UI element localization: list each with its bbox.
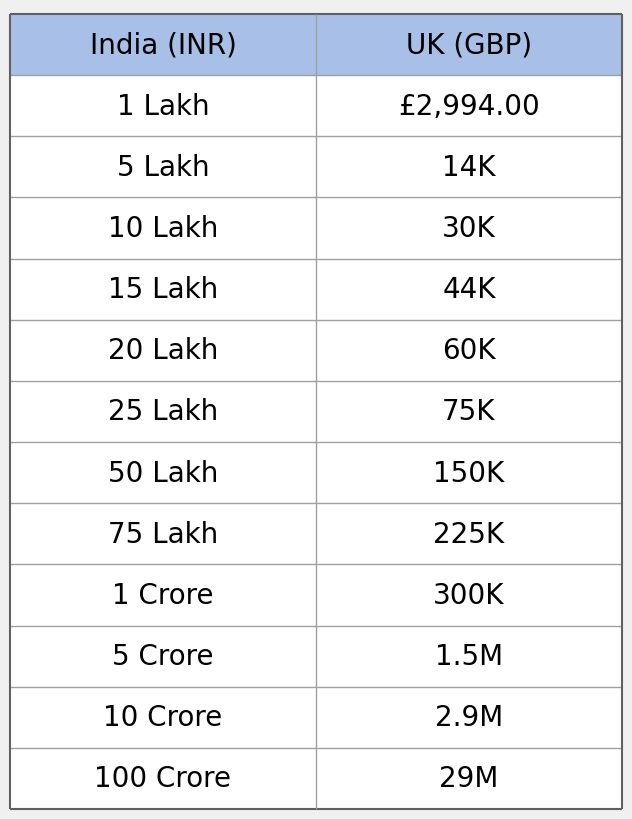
Text: 44K: 44K [442, 276, 495, 304]
Bar [316, 504, 622, 564]
Bar [10, 748, 316, 809]
Text: 1 Lakh: 1 Lakh [117, 93, 209, 120]
Bar [316, 748, 622, 809]
Text: 10 Crore: 10 Crore [104, 704, 222, 731]
Bar [10, 442, 316, 504]
Text: 75 Lakh: 75 Lakh [108, 520, 218, 548]
Bar [10, 137, 316, 198]
Bar [316, 382, 622, 442]
Bar [10, 504, 316, 564]
Bar [316, 198, 622, 260]
Bar [316, 564, 622, 626]
Text: 5 Crore: 5 Crore [112, 642, 214, 670]
Bar [316, 320, 622, 382]
Text: 5 Lakh: 5 Lakh [117, 154, 209, 182]
Text: 50 Lakh: 50 Lakh [108, 459, 218, 487]
Text: 30K: 30K [442, 215, 496, 242]
Bar [316, 687, 622, 748]
Text: 1.5M: 1.5M [435, 642, 503, 670]
Text: 300K: 300K [434, 581, 505, 609]
Text: 60K: 60K [442, 337, 496, 365]
Text: 225K: 225K [434, 520, 504, 548]
Bar [10, 564, 316, 626]
Text: 14K: 14K [442, 154, 495, 182]
Text: UK (GBP): UK (GBP) [406, 32, 532, 60]
Bar [10, 382, 316, 442]
Text: 150K: 150K [434, 459, 504, 487]
Bar [316, 260, 622, 320]
Text: 29M: 29M [439, 764, 499, 793]
Bar [10, 687, 316, 748]
Bar [316, 137, 622, 198]
Text: £2,994.00: £2,994.00 [398, 93, 540, 120]
Text: 75K: 75K [442, 398, 495, 426]
Bar [10, 15, 316, 76]
Text: 100 Crore: 100 Crore [95, 764, 231, 793]
Bar [316, 15, 622, 76]
Text: 2.9M: 2.9M [435, 704, 503, 731]
Text: 20 Lakh: 20 Lakh [108, 337, 218, 365]
Text: India (INR): India (INR) [90, 32, 236, 60]
Bar [10, 198, 316, 260]
Bar [10, 76, 316, 137]
Text: 1 Crore: 1 Crore [112, 581, 214, 609]
Bar [10, 626, 316, 687]
Bar [10, 260, 316, 320]
Bar [316, 442, 622, 504]
Bar [316, 626, 622, 687]
Text: 10 Lakh: 10 Lakh [108, 215, 218, 242]
Text: 15 Lakh: 15 Lakh [108, 276, 218, 304]
Bar [10, 320, 316, 382]
Bar [316, 76, 622, 137]
Text: 25 Lakh: 25 Lakh [108, 398, 218, 426]
